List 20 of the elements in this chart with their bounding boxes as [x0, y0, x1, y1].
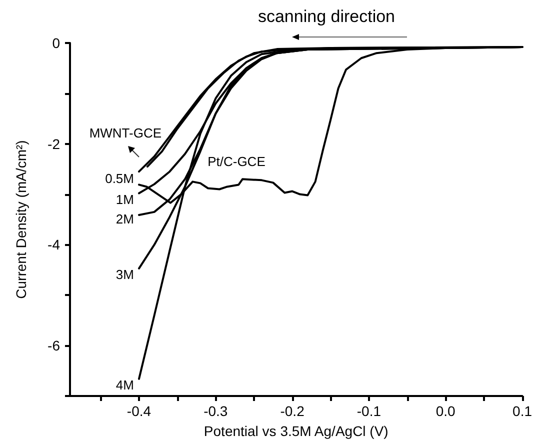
y-tick-label: 0 [52, 35, 60, 51]
x-axis-title: Potential vs 3.5M Ag/AgCl (V) [204, 423, 388, 439]
x-tick-label: -0.2 [280, 403, 305, 419]
series-label: Pt/C-GCE [208, 154, 266, 170]
series-label: 1M [116, 192, 134, 207]
series-label: 3M [116, 266, 134, 282]
y-axis-title: Current Density (mA/cm²) [13, 140, 29, 299]
y-tick-label: -4 [48, 236, 60, 253]
series-label: 0.5M [105, 171, 134, 186]
series-label: 4M [116, 377, 134, 392]
x-tick-label: -0.3 [204, 403, 228, 419]
series-label: 2M [116, 211, 134, 226]
y-tick-label: -6 [48, 338, 60, 354]
x-tick-label: -0.1 [356, 403, 382, 419]
y-tick-label: -2 [48, 136, 60, 152]
text: scanning direction [258, 7, 395, 26]
x-tick-label: 0.0 [436, 403, 456, 419]
x-tick-label: -0.4 [126, 403, 152, 419]
x-tick-label: 0.1 [512, 403, 532, 419]
series-label: MWNT-GCE [89, 126, 162, 141]
